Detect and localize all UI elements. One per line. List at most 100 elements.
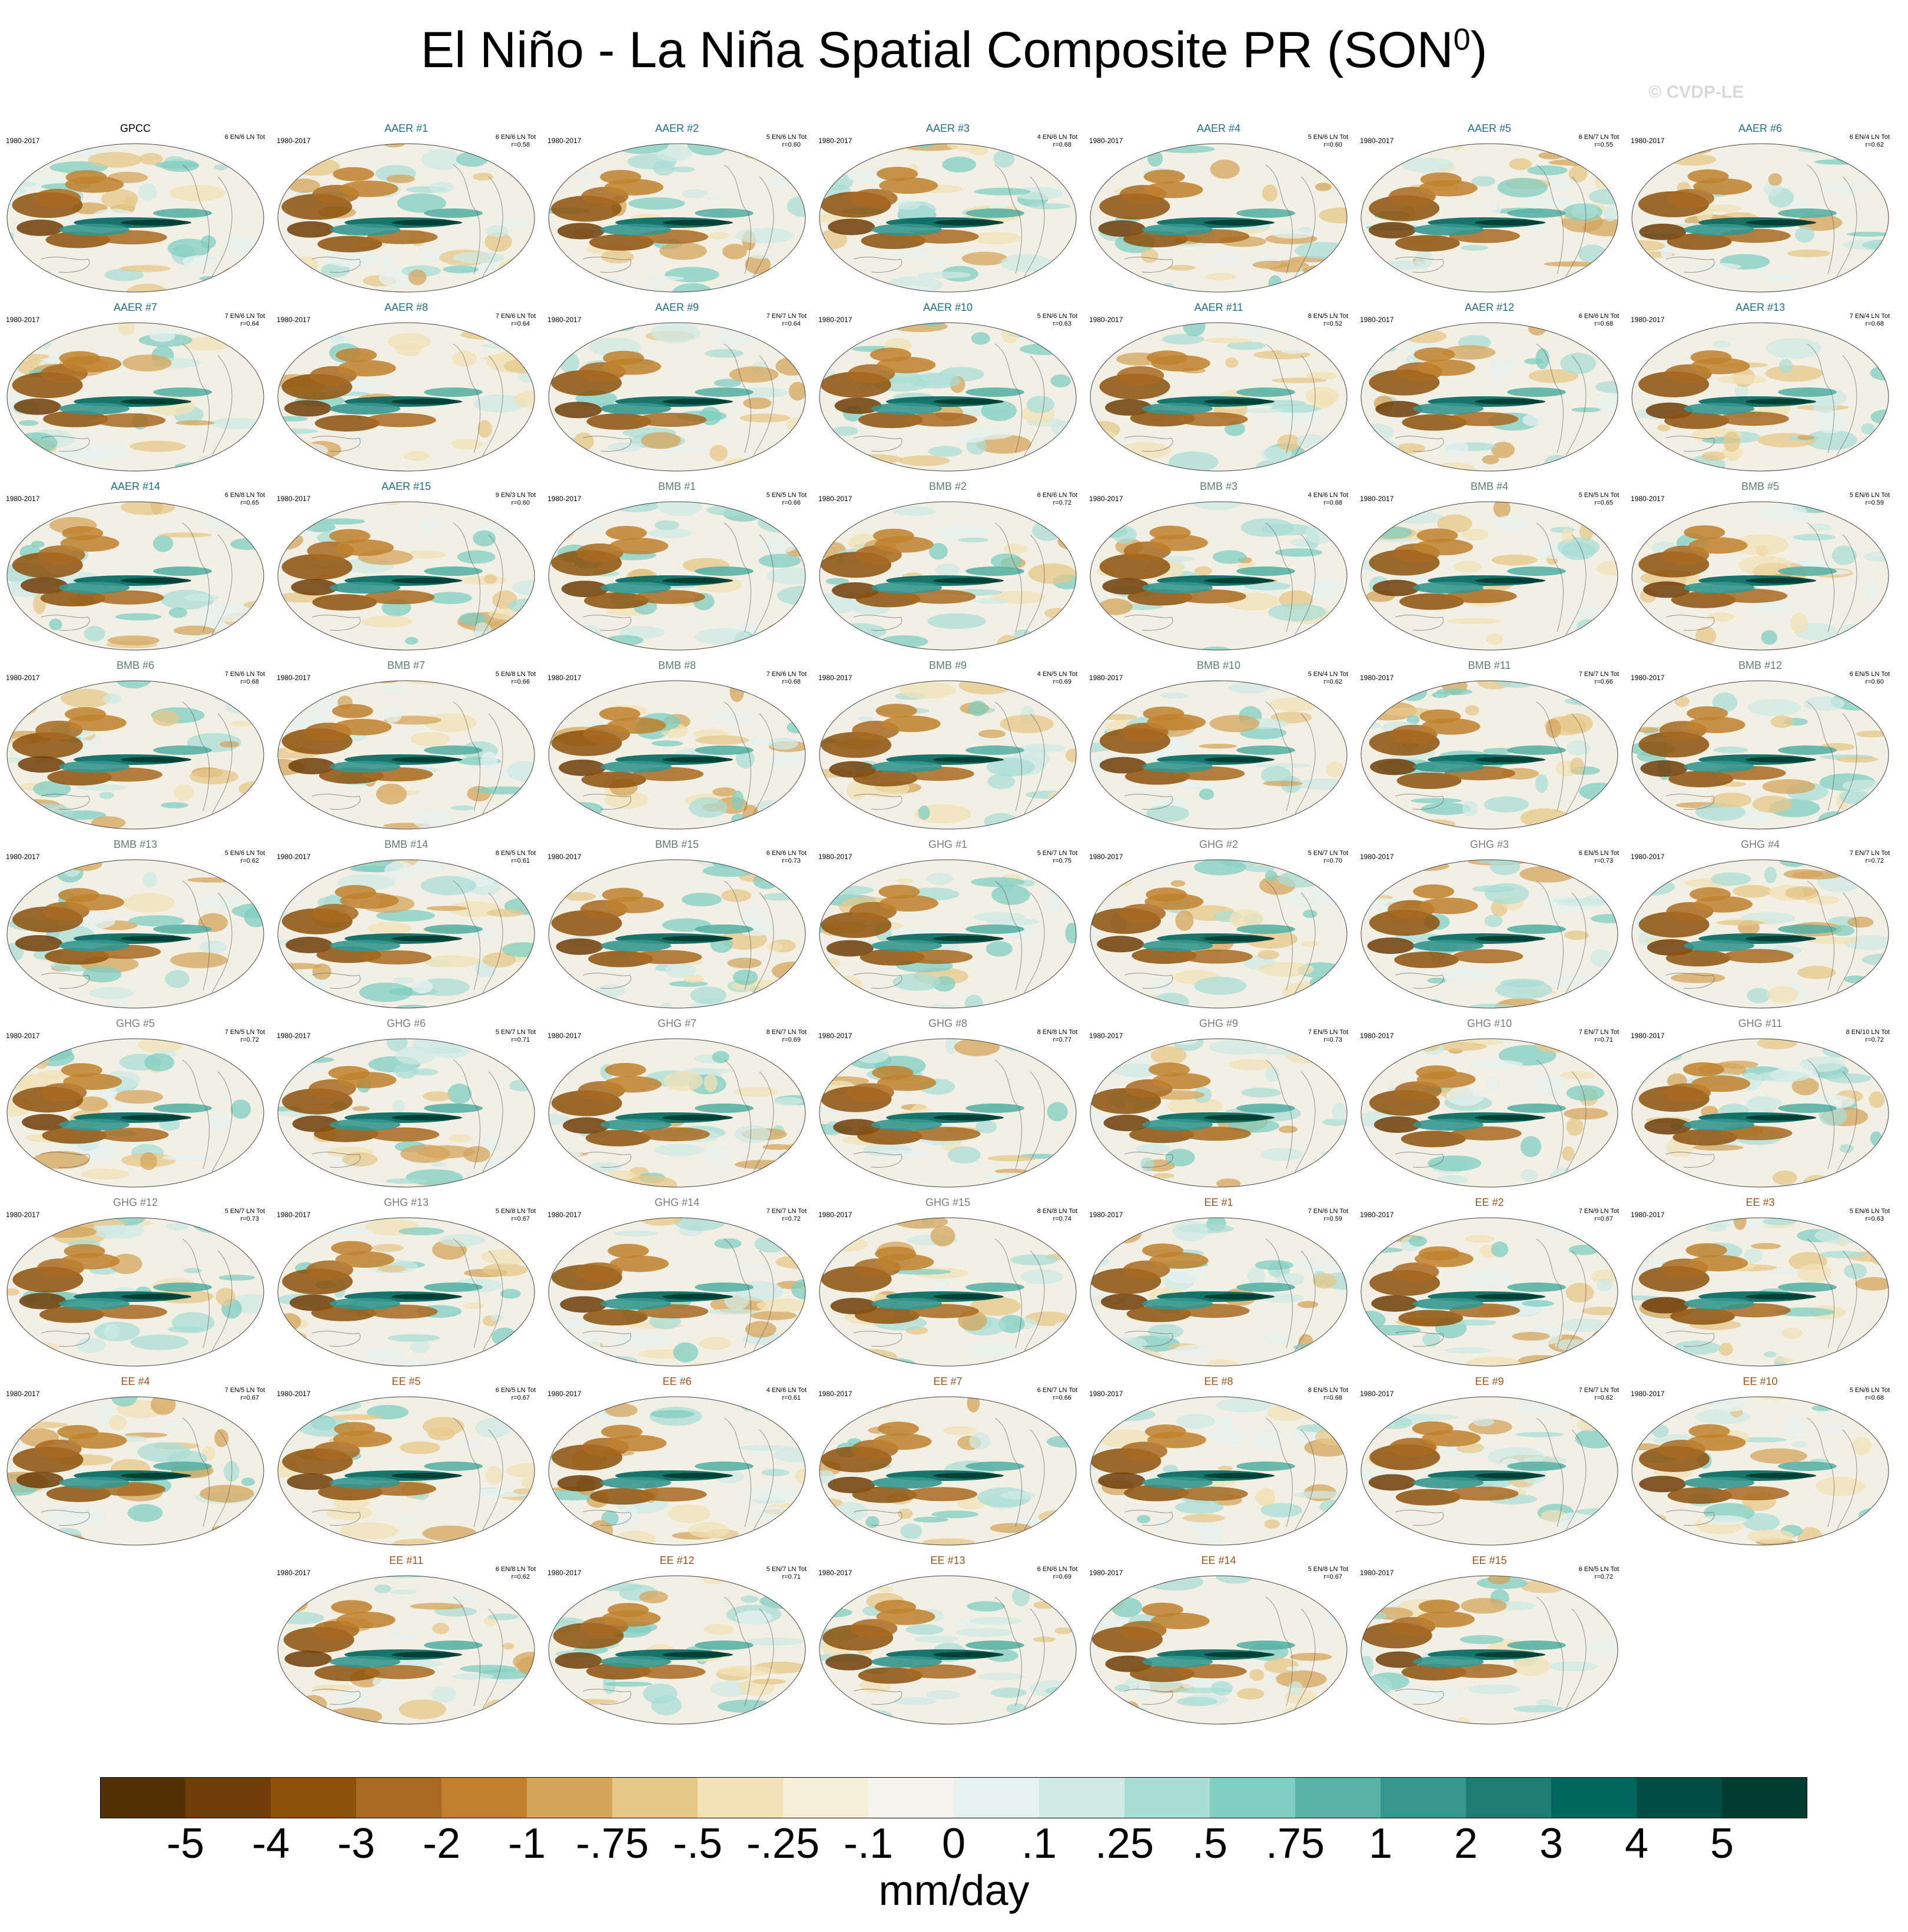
- panel-correlation: r=0.68: [1865, 320, 1884, 327]
- panel-period: 1980-2017: [1360, 1032, 1394, 1040]
- panel-event-counts: 7 EN/6 LN Tot: [1308, 1208, 1348, 1215]
- colorbar-tick-label: -.25: [746, 1820, 820, 1867]
- panel-event-counts: 5 EN/8 LN Tot: [495, 671, 536, 678]
- panel-period: 1980-2017: [547, 853, 582, 861]
- panel-title: BMB #7: [387, 660, 426, 671]
- panel-title: GHG #5: [115, 1018, 155, 1029]
- panel-period: 1980-2017: [1631, 1211, 1665, 1219]
- colorbar-tick-label: 4: [1624, 1820, 1649, 1867]
- map-panel: GHG #5 1980-2017 7 EN/5 LN Tot r=0.72: [0, 1016, 271, 1192]
- map-panel: EE #8 1980-2017 8 EN/5 LN Tot r=0.68: [1083, 1374, 1354, 1550]
- colorbar-segment: [1466, 1777, 1552, 1818]
- colorbar-tick-label: 2: [1454, 1820, 1478, 1867]
- panel-title: GHG #10: [1466, 1018, 1512, 1029]
- panel-event-counts: 7 EN/7 LN Tot: [1849, 850, 1890, 857]
- panel-period: 1980-2017: [547, 1032, 582, 1040]
- colorbar-segment: [100, 1777, 186, 1818]
- panel-correlation: r=0.58: [511, 141, 530, 148]
- panel-title: BMB #12: [1738, 660, 1783, 671]
- map-panel: AAER #7 1980-2017 7 EN/6 LN Tot r=0.64: [0, 300, 271, 476]
- global-map: [1631, 1038, 1889, 1188]
- global-map: [6, 1396, 264, 1546]
- map-panel: BMB #8 1980-2017 7 EN/6 LN Tot r=0.68: [542, 658, 812, 834]
- global-map: [1361, 143, 1618, 293]
- panel-period: 1980-2017: [277, 1569, 311, 1577]
- global-map: [548, 1217, 806, 1367]
- panel-event-counts: 6 EN/6 LN Tot: [766, 850, 807, 857]
- panel-event-counts: 6 EN/8 LN Tot: [224, 492, 265, 499]
- panel-correlation: r=0.72: [1865, 857, 1884, 864]
- panel-correlation: r=0.63: [1053, 320, 1072, 327]
- colorbar-segment: [1295, 1777, 1381, 1818]
- panel-correlation: r=0.67: [240, 1394, 260, 1401]
- panel-event-counts: 6 EN/6 LN Tot: [1037, 1566, 1077, 1573]
- map-panel: AAER #1 1980-2017 6 EN/6 LN Tot r=0.58: [271, 121, 542, 297]
- colorbar-tick-label: .75: [1265, 1820, 1325, 1867]
- colorbar-segment: [612, 1777, 698, 1818]
- map-panel: EE #9 1980-2017 7 EN/7 LN Tot r=0.62: [1354, 1374, 1625, 1550]
- global-map: [1361, 1575, 1618, 1725]
- map-panel: GHG #12 1980-2017 5 EN/7 LN Tot r=0.73: [0, 1195, 271, 1371]
- map-panel: EE #11 1980-2017 6 EN/8 LN Tot r=0.62: [271, 1553, 542, 1729]
- panel-correlation: r=0.66: [1053, 1394, 1072, 1401]
- global-map: [819, 1396, 1077, 1546]
- panel-event-counts: 5 EN/6 LN Tot: [1849, 492, 1890, 499]
- panel-correlation: r=0.62: [1323, 678, 1343, 685]
- panel-title: AAER #10: [923, 301, 973, 313]
- panel-title: AAER #7: [113, 301, 158, 313]
- colorbar: [100, 1777, 1807, 1818]
- map-panel: BMB #10 1980-2017 5 EN/4 LN Tot r=0.62: [1083, 658, 1354, 834]
- map-panel: EE #10 1980-2017 5 EN/6 LN Tot r=0.68: [1625, 1374, 1896, 1550]
- global-map: [277, 1575, 535, 1725]
- panel-event-counts: 5 EN/7 LN Tot: [495, 1029, 536, 1036]
- panel-event-counts: 5 EN/6 LN Tot: [1849, 1208, 1890, 1215]
- panel-title: EE #13: [930, 1555, 965, 1566]
- panel-correlation: r=0.59: [1865, 499, 1884, 506]
- panel-period: 1980-2017: [1089, 1032, 1123, 1040]
- global-map: [819, 1217, 1077, 1367]
- global-map: [277, 501, 535, 651]
- panel-correlation: r=0.60: [511, 499, 530, 506]
- panel-grid: GPCC 1980-2017 6 EN/6 LN Tot AAER #1 1980-20…: [0, 121, 1896, 1729]
- map-panel: AAER #5 1980-2017 6 EN/7 LN Tot r=0.55: [1354, 121, 1625, 297]
- panel-period: 1980-2017: [1360, 495, 1394, 503]
- panel-period: 1980-2017: [818, 674, 852, 682]
- panel-correlation: r=0.68: [1053, 141, 1072, 148]
- panel-period: 1980-2017: [818, 316, 852, 324]
- panel-event-counts: 8 EN/5 LN Tot: [495, 850, 536, 857]
- panel-title: BMB #3: [1199, 480, 1238, 492]
- colorbar-tick-label: -.1: [843, 1820, 894, 1867]
- panel-correlation: r=0.62: [1865, 141, 1884, 148]
- global-map: [6, 501, 264, 651]
- colorbar-segment: [698, 1777, 784, 1818]
- panel-correlation: r=0.77: [1053, 1036, 1072, 1043]
- panel-title: BMB #10: [1196, 660, 1241, 671]
- map-panel: AAER #2 1980-2017 5 EN/6 LN Tot r=0.60: [542, 121, 812, 297]
- panel-title: GHG #15: [925, 1197, 971, 1208]
- panel-event-counts: 6 EN/5 LN Tot: [1849, 671, 1890, 678]
- panel-period: 1980-2017: [1089, 1390, 1123, 1398]
- panel-title: GHG #14: [654, 1197, 700, 1208]
- map-panel: EE #15 1980-2017 6 EN/5 LN Tot r=0.72: [1354, 1553, 1625, 1729]
- panel-title: GHG #7: [657, 1018, 697, 1029]
- global-map: [1090, 680, 1348, 830]
- panel-event-counts: 6 EN/5 LN Tot: [1578, 1566, 1619, 1573]
- panel-period: 1980-2017: [818, 1032, 852, 1040]
- panel-period: 1980-2017: [1089, 316, 1123, 324]
- global-map: [1361, 1038, 1618, 1188]
- global-map: [548, 1396, 806, 1546]
- panel-event-counts: 4 EN/5 LN Tot: [1037, 671, 1077, 678]
- global-map: [548, 143, 806, 293]
- global-map: [548, 1575, 806, 1725]
- panel-event-counts: 6 EN/7 LN Tot: [1037, 1387, 1077, 1394]
- panel-event-counts: 6 EN/6 LN Tot: [495, 134, 536, 141]
- panel-event-counts: 5 EN/6 LN Tot: [1037, 313, 1077, 320]
- panel-event-counts: 7 EN/9 LN Tot: [1578, 1208, 1619, 1215]
- panel-title: AAER #15: [381, 480, 432, 492]
- panel-correlation: r=0.68: [1323, 499, 1343, 506]
- global-map: [548, 1038, 806, 1188]
- panel-title: EE #12: [659, 1555, 695, 1566]
- panel-correlation: r=0.66: [1594, 678, 1614, 685]
- panel-event-counts: 5 EN/4 LN Tot: [1308, 671, 1348, 678]
- global-map: [1361, 1396, 1618, 1546]
